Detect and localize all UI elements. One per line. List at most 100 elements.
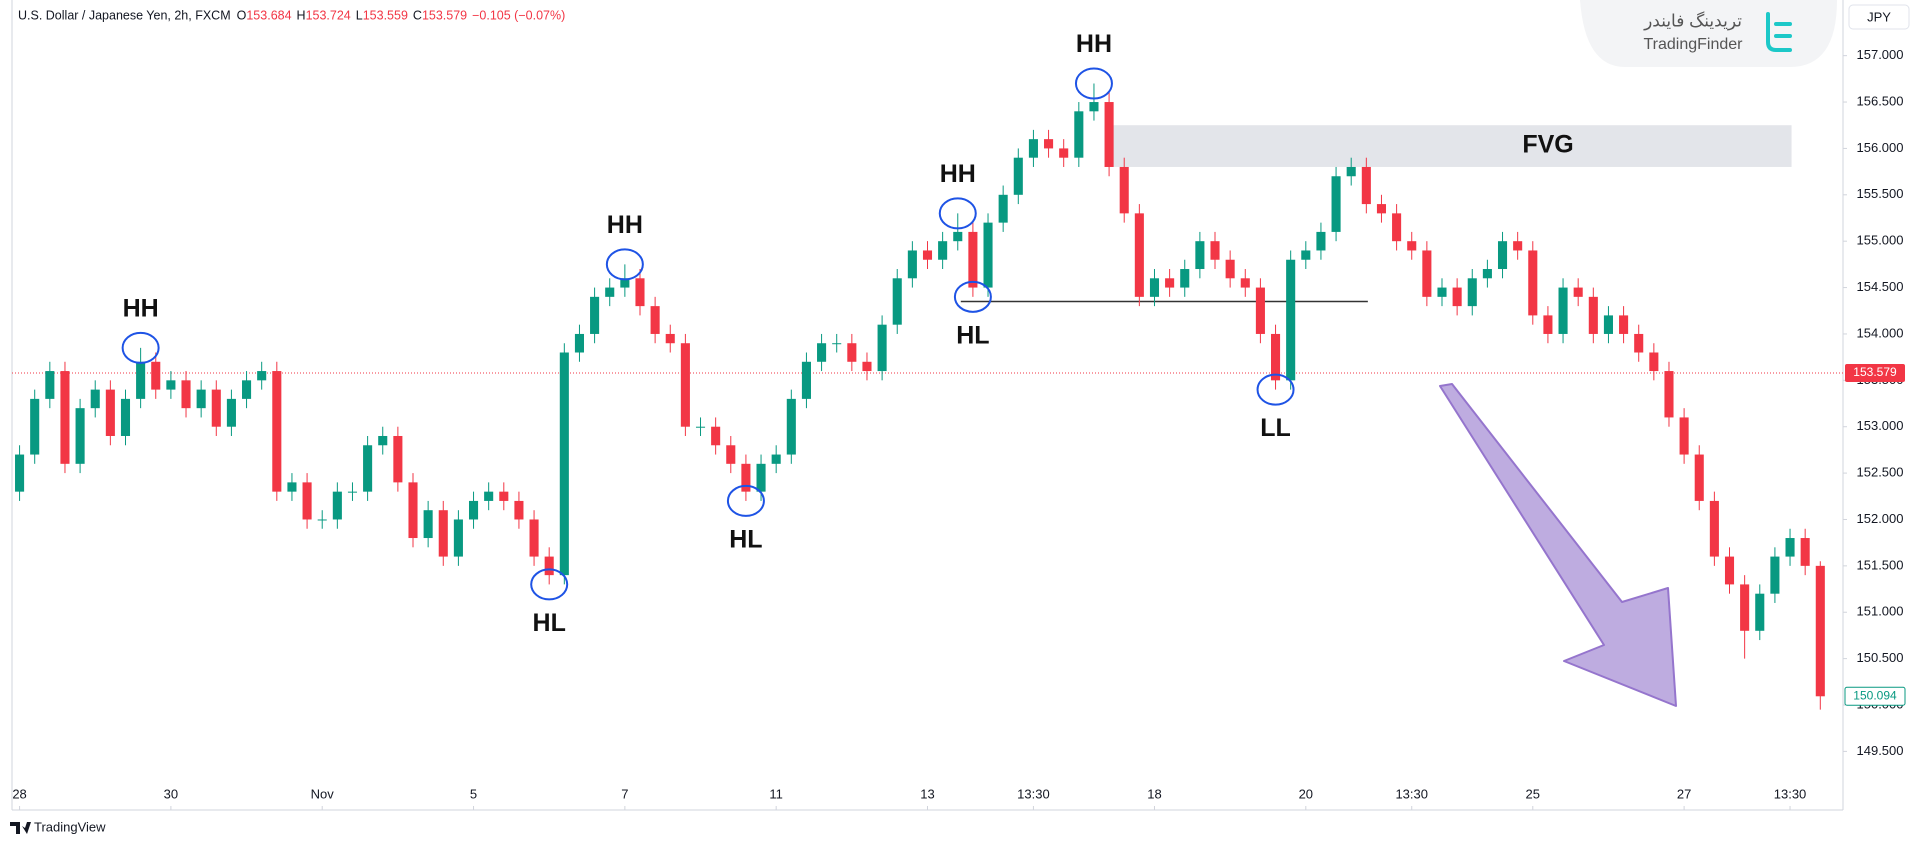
- candle-body: [1271, 333, 1281, 381]
- candle-body: [15, 454, 25, 492]
- candle-body: [378, 435, 388, 446]
- candle-body: [953, 231, 963, 242]
- candle-body: [1800, 538, 1810, 566]
- candle-body: [832, 343, 842, 345]
- y-tick-label: 157.000: [1857, 47, 1904, 62]
- candle-body: [559, 352, 569, 576]
- candle-body: [1770, 556, 1780, 594]
- x-tick-label: 5: [470, 786, 477, 801]
- candle-body: [1104, 102, 1114, 167]
- candle-body: [151, 361, 161, 390]
- candle-body: [453, 519, 463, 557]
- y-tick-label: 154.500: [1857, 279, 1904, 294]
- candle-body: [1180, 269, 1190, 288]
- symbol-title: U.S. Dollar / Japanese Yen, 2h, FXCM: [18, 8, 231, 22]
- footer-text: TradingView: [34, 819, 106, 834]
- swing-label: HH: [940, 160, 976, 188]
- candle-body: [287, 482, 297, 492]
- candle-body: [1361, 166, 1371, 205]
- candle-body: [1452, 287, 1462, 307]
- x-tick-label: 13:30: [1395, 786, 1428, 801]
- candle-body: [1740, 584, 1750, 631]
- candle-body: [1165, 278, 1175, 288]
- candle-body: [1149, 278, 1160, 297]
- y-tick-label: 151.000: [1857, 604, 1904, 619]
- logo-text-en: TradingFinder: [1643, 36, 1743, 53]
- candle-body: [60, 371, 70, 464]
- y-tick-label: 155.500: [1857, 186, 1904, 201]
- candle-body: [1603, 315, 1613, 334]
- candle-body: [1588, 296, 1598, 334]
- candle-body: [1119, 166, 1129, 214]
- candle-body: [226, 398, 236, 427]
- candle-body: [1709, 500, 1719, 557]
- candle-body: [817, 343, 827, 362]
- candle-body: [726, 445, 736, 464]
- candle-body: [590, 296, 600, 334]
- currency-box[interactable]: [1848, 4, 1910, 30]
- x-tick-label: 18: [1147, 786, 1161, 801]
- candle-body: [1346, 166, 1356, 177]
- candle-body: [181, 380, 191, 409]
- candle-body: [1376, 204, 1387, 214]
- candle-body: [499, 491, 509, 501]
- x-tick-label: Nov: [311, 786, 335, 801]
- candle-body: [892, 278, 902, 325]
- candle-body: [393, 435, 403, 483]
- candle-body: [968, 231, 978, 288]
- swing-circle: [1256, 373, 1295, 406]
- candle-body: [1573, 287, 1583, 297]
- candle-body: [1316, 231, 1326, 251]
- swing-circle: [530, 568, 569, 601]
- candle-body: [922, 250, 933, 260]
- candle-body: [1649, 352, 1659, 372]
- candle-body: [30, 398, 40, 455]
- candle-body: [332, 491, 342, 520]
- candle-body: [635, 278, 645, 307]
- swing-circle: [1074, 67, 1113, 100]
- candle-body: [1059, 148, 1069, 158]
- legend-value: 153.724: [306, 8, 351, 22]
- candle-body: [907, 250, 917, 279]
- candle-body: [1724, 556, 1735, 585]
- y-tick-label: 155.000: [1857, 233, 1904, 248]
- candle-body: [1679, 417, 1689, 455]
- candle-body: [1331, 176, 1341, 232]
- candle-body: [242, 380, 252, 399]
- fvg-zone: [1104, 125, 1792, 167]
- candle-body: [75, 408, 85, 464]
- y-tick-label: 154.000: [1857, 325, 1904, 340]
- currency-label[interactable]: JPY: [1867, 9, 1891, 24]
- legend-value: 153.559: [363, 8, 408, 22]
- x-tick-label: 28: [12, 786, 26, 801]
- candle-body: [1785, 538, 1795, 557]
- candle-body: [1044, 139, 1054, 149]
- candle-body: [1195, 241, 1205, 270]
- x-tick-label: 13:30: [1774, 786, 1807, 801]
- y-tick-label: 149.500: [1857, 743, 1904, 758]
- y-tick-label: 152.500: [1857, 465, 1904, 480]
- price-line-tag: [1845, 364, 1905, 383]
- candle-body: [1240, 278, 1250, 288]
- candle-body: [1543, 315, 1553, 334]
- candle-body: [862, 361, 872, 372]
- candle-body: [1497, 241, 1508, 270]
- candle-body: [1558, 287, 1568, 334]
- candle-body: [1694, 454, 1704, 501]
- down-arrow: [1439, 383, 1677, 707]
- x-tick-label: 20: [1299, 786, 1313, 801]
- candle-body: [1134, 213, 1144, 297]
- swing-circle: [938, 197, 977, 230]
- candle-body: [1664, 371, 1674, 418]
- candle-body: [786, 398, 796, 455]
- swing-label: LL: [1260, 414, 1291, 442]
- candle-body: [211, 389, 221, 427]
- candle-body: [1225, 259, 1235, 279]
- last-price-label: 150.094: [1853, 688, 1897, 702]
- y-tick-label: 156.000: [1857, 140, 1904, 155]
- candle-body: [1074, 111, 1084, 158]
- candle-body: [620, 278, 630, 288]
- candle-body: [120, 398, 131, 436]
- candle-body: [1634, 333, 1644, 353]
